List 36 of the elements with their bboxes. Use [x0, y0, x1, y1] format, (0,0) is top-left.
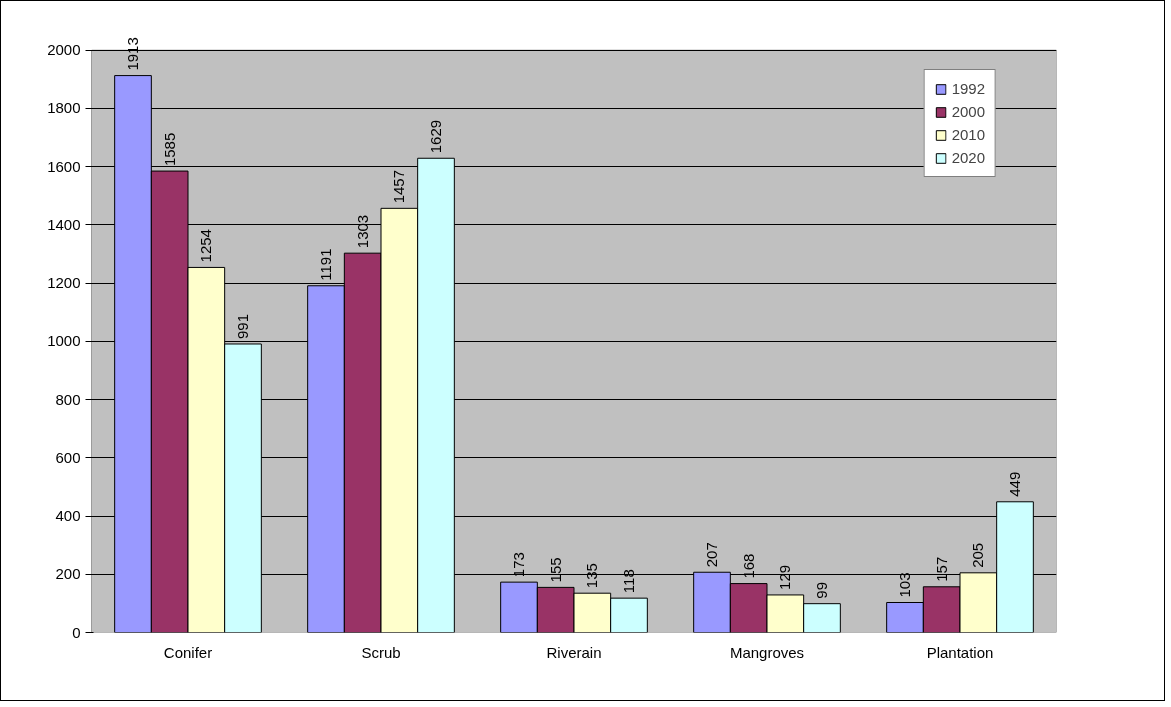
x-tick-label: Conifer	[163, 643, 213, 661]
data-label: 1913	[123, 37, 141, 71]
data-label: 1457	[390, 169, 408, 204]
y-tick-label: 1000	[47, 332, 81, 350]
y-tick-label: 1800	[47, 99, 81, 117]
legend-label: 1992	[951, 80, 985, 97]
x-tick-label: Riverain	[546, 643, 602, 661]
y-tick-label: 1400	[47, 215, 81, 233]
y-tick-label: 200	[55, 565, 81, 583]
data-label: 118	[620, 569, 638, 594]
y-tick-label: 800	[55, 390, 81, 408]
y-tick-label: 2000	[47, 41, 81, 59]
x-tick-label: Mangroves	[729, 643, 805, 661]
data-label: 1585	[160, 132, 178, 167]
data-label: 135	[583, 563, 601, 589]
y-tick-label: 400	[55, 507, 81, 525]
data-label: 157	[932, 556, 950, 582]
data-label: 449	[1006, 471, 1024, 497]
data-label: 155	[546, 557, 564, 583]
y-tick-label: 1600	[47, 157, 81, 175]
data-label: 173	[509, 552, 527, 578]
x-tick-label: Scrub	[361, 643, 401, 661]
y-tick-label: 600	[55, 448, 81, 466]
data-label: 1191	[316, 248, 334, 281]
data-label: 207	[702, 542, 720, 568]
data-label: 99	[813, 581, 831, 599]
legend-label: 2010	[951, 126, 985, 143]
data-label: 205	[969, 542, 987, 568]
data-label: 1254	[197, 229, 215, 263]
legend-label: 2000	[951, 103, 985, 120]
data-label: 1629	[427, 119, 445, 154]
legend-label: 2020	[951, 149, 985, 166]
y-tick-label: 0	[72, 623, 81, 641]
data-label: 991	[234, 313, 252, 339]
x-tick-label: Plantation	[926, 643, 994, 661]
y-tick-label: 1200	[47, 274, 81, 292]
